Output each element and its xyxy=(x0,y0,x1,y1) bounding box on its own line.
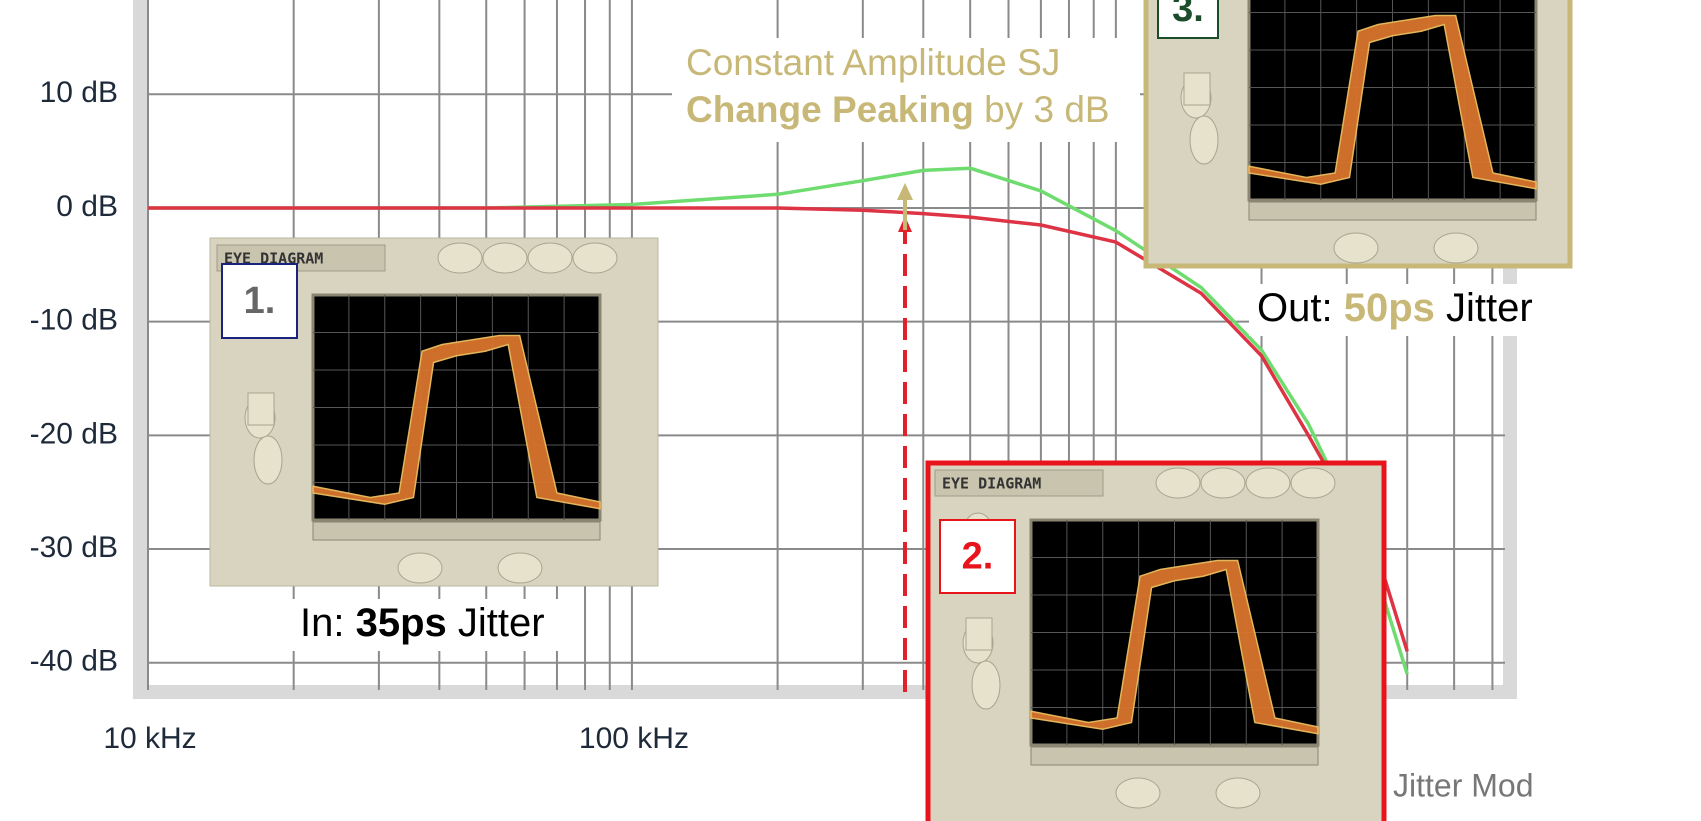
button xyxy=(1216,778,1260,808)
button xyxy=(1334,233,1378,263)
footer: Jitter Mod xyxy=(1393,767,1533,803)
button xyxy=(498,553,542,583)
button xyxy=(528,243,572,273)
annotation-bold: Change Peaking xyxy=(686,89,974,130)
button xyxy=(483,243,527,273)
button xyxy=(972,661,1000,709)
button xyxy=(1291,468,1335,498)
panel-header: EYE DIAGRAM xyxy=(942,475,1041,493)
button xyxy=(966,618,992,650)
page: 10 dB 0 dB -10 dB -20 dB -30 dB -40 dB 10 kHz 1… xyxy=(0,0,1701,821)
y-tick-label: -20 dB xyxy=(30,417,118,450)
panel-number: 1. xyxy=(244,280,276,322)
caption-suffix: Jitter xyxy=(1446,286,1533,330)
button xyxy=(1190,116,1218,164)
button xyxy=(1184,73,1210,105)
status-bar xyxy=(1031,747,1318,765)
y-tick-label: -40 dB xyxy=(30,645,118,678)
caption-suffix: Jitter xyxy=(458,601,545,645)
x-tick-label: 10 kHz xyxy=(103,722,196,755)
button xyxy=(1246,468,1290,498)
caption: In: 35ps Jitter xyxy=(300,601,545,645)
eye-panel: EYE DIAGRAM 2. xyxy=(928,463,1384,821)
y-tick-label: -10 dB xyxy=(30,304,118,337)
y-tick-label: 0 dB xyxy=(56,190,118,223)
button xyxy=(1116,778,1160,808)
y-tick-label: 10 dB xyxy=(40,76,118,109)
button xyxy=(398,553,442,583)
panel-number: 2. xyxy=(962,536,994,578)
button xyxy=(254,436,282,484)
button xyxy=(1434,233,1478,263)
caption-value: 50ps xyxy=(1344,286,1435,330)
caption-value: 35ps xyxy=(356,601,447,645)
button xyxy=(248,393,274,425)
y-tick-label: -30 dB xyxy=(30,531,118,564)
button xyxy=(1201,468,1245,498)
annotation-rest: by 3 dB xyxy=(984,89,1109,130)
panel-number: 3. xyxy=(1172,0,1204,30)
caption-prefix: Out: xyxy=(1257,286,1333,330)
status-bar xyxy=(1249,202,1536,220)
caption-prefix: In: xyxy=(300,601,344,645)
button xyxy=(438,243,482,273)
caption: Out: 50ps Jitter xyxy=(1257,286,1533,330)
status-bar xyxy=(313,522,600,540)
button xyxy=(1156,468,1200,498)
button xyxy=(573,243,617,273)
annotation: Change Peaking by 3 dB xyxy=(686,89,1110,130)
annotation: Constant Amplitude SJ xyxy=(686,42,1060,83)
x-tick-label: 100 kHz xyxy=(579,722,689,755)
eye-panel: 3. xyxy=(1146,0,1570,266)
